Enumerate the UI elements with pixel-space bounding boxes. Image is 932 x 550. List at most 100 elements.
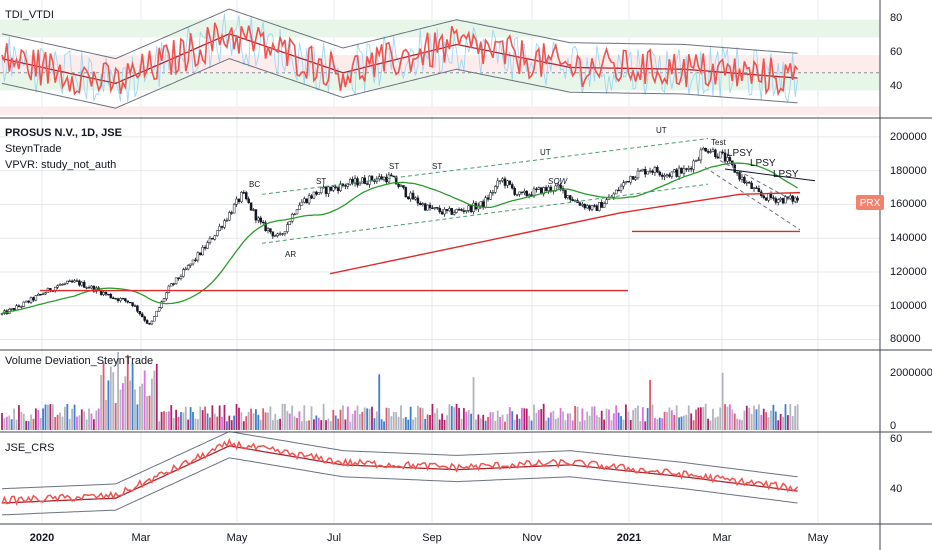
candle-body-106	[257, 217, 260, 221]
volume-bar-0	[1, 412, 3, 430]
candle-body-281	[680, 167, 683, 174]
red-trend-line	[329, 191, 801, 275]
volume-bar-57	[138, 386, 141, 430]
volume-bar-293	[709, 420, 712, 430]
volume-bar-255	[617, 412, 620, 430]
candle-body-200	[484, 197, 487, 208]
wedge-upper	[719, 160, 801, 205]
volume-bar-38	[92, 419, 95, 430]
candle-body-134	[324, 186, 328, 195]
candle-body-276	[668, 174, 671, 177]
candle-body-215	[520, 191, 524, 193]
volume-bar-168	[407, 419, 410, 430]
volume-bar-312	[755, 409, 758, 430]
time-tick-nov-2020: Nov	[522, 532, 542, 544]
candle-body-256	[619, 185, 623, 191]
candle-body-63	[153, 316, 156, 322]
volume-bar-44	[107, 380, 110, 430]
candle-body-51	[124, 298, 127, 302]
volume-bar-308	[745, 405, 748, 430]
volume-bar-144	[349, 421, 352, 430]
volume-bar-127	[308, 420, 311, 430]
volume-bar-163	[395, 412, 398, 430]
candle-body-139	[336, 187, 340, 192]
volume-bar-284	[687, 405, 690, 430]
volume-bar-237	[574, 406, 577, 430]
annotation-sow: SOW	[548, 177, 569, 186]
volume-bar-227	[550, 412, 552, 430]
candle-body-182	[440, 211, 444, 215]
volume-bar-195	[472, 377, 475, 430]
candle-body-307	[743, 176, 746, 184]
volume-bar-80	[194, 418, 197, 430]
candle-body-253	[612, 193, 616, 198]
candle-body-213	[515, 194, 519, 196]
candle-body-50	[121, 298, 125, 300]
candle-body-202	[489, 192, 492, 200]
volume-bar-243	[588, 415, 591, 430]
volume-bar-309	[748, 407, 751, 430]
volume-bar-286	[692, 420, 695, 430]
candle-body-132	[319, 187, 323, 193]
candle-body-97	[235, 198, 238, 205]
candle-body-161	[390, 174, 393, 177]
candle-body-44	[107, 293, 110, 296]
annotation-st-3: ST	[432, 162, 442, 171]
candle-body-171	[414, 197, 417, 200]
volume-bar-254	[615, 405, 618, 430]
candle-body-121	[293, 213, 296, 216]
volume-bar-61	[148, 395, 151, 430]
price-subtitle-author: SteynTrade	[5, 143, 61, 155]
volume-tick-2000000: 2000000	[890, 367, 932, 379]
candle-body-35	[85, 287, 88, 289]
candle-body-95	[230, 212, 233, 214]
volume-bar-291	[704, 403, 707, 430]
volume-bar-64	[155, 363, 158, 430]
volume-bar-192	[465, 411, 468, 430]
volume-bar-85	[206, 413, 209, 430]
time-tick-may-2020: May	[227, 532, 248, 544]
candle-body-174	[421, 203, 425, 205]
volume-bar-236	[571, 420, 574, 430]
volume-bar-154	[373, 418, 376, 430]
candle-body-8	[20, 306, 23, 308]
candle-body-16	[39, 293, 42, 296]
volume-bar-174	[421, 408, 424, 430]
volume-bar-27	[66, 404, 69, 430]
volume-bar-140	[339, 409, 342, 430]
volume-bar-245	[593, 406, 596, 430]
volume-bar-257	[622, 419, 625, 430]
candle-body-5	[12, 308, 16, 311]
volume-bar-112	[271, 420, 274, 430]
candle-body-164	[397, 183, 400, 187]
crs-upper-band	[1, 431, 798, 490]
volume-bar-43	[105, 399, 107, 430]
volume-bar-267	[646, 407, 649, 430]
candle-body-292	[706, 150, 710, 153]
volume-bar-19	[47, 404, 49, 430]
candle-body-324	[784, 196, 787, 204]
candle-body-194	[469, 205, 473, 212]
candle-body-131	[317, 192, 321, 195]
volume-bar-15	[37, 409, 40, 430]
volume-bar-158	[383, 421, 385, 430]
candle-body-24	[58, 284, 62, 286]
candle-body-267	[646, 171, 649, 175]
volume-bar-222	[537, 410, 540, 430]
candle-body-92	[223, 220, 226, 228]
volume-bar-95	[230, 420, 233, 430]
volume-bar-66	[160, 411, 163, 430]
volume-bar-247	[598, 417, 601, 430]
candle-body-271	[656, 167, 659, 173]
candle-body-71	[172, 283, 175, 285]
volume-bar-116	[281, 403, 284, 430]
volume-bar-87	[211, 405, 214, 430]
volume-bar-263	[637, 405, 639, 430]
candle-body-199	[481, 201, 485, 208]
candle-body-260	[629, 176, 632, 183]
volume-bar-103	[250, 408, 252, 430]
candle-body-266	[643, 169, 647, 175]
volume-bar-198	[479, 418, 482, 430]
volume-bar-110	[267, 412, 269, 430]
